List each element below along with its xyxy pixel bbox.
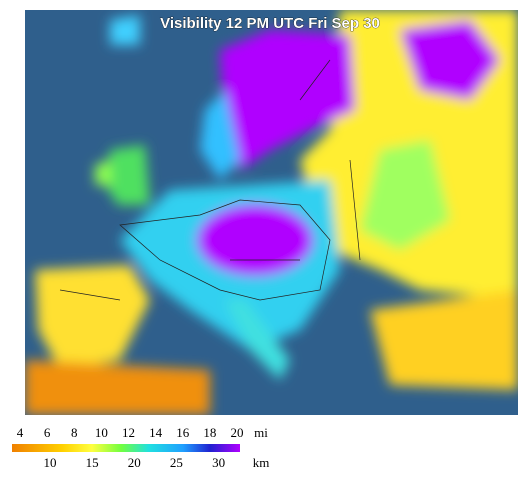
mi-unit: mi [254,425,268,440]
km-tick-label: 30 [212,455,225,470]
north-africa [25,360,210,415]
mi-tick-label: 16 [176,425,190,440]
km-unit: km [253,455,270,470]
mi-tick-label: 4 [17,425,24,440]
borders [59,59,361,301]
map [25,10,518,415]
iceland [110,15,140,45]
mi-tick-label: 12 [122,425,135,440]
mi-tick-label: 18 [203,425,216,440]
turkey [370,290,518,390]
km-tick-label: 25 [170,455,183,470]
km-tick-label: 10 [44,455,57,470]
norway-coast [200,90,240,180]
mi-tick-label: 8 [71,425,78,440]
east-green [360,140,450,250]
ireland [95,160,112,185]
map-title: Visibility 12 PM UTC Fri Sep 30 [160,15,380,32]
land-field [25,10,518,415]
mi-tick-label: 14 [149,425,163,440]
color-scale [12,444,240,452]
km-tick-label: 20 [128,455,141,470]
russia-haze [400,20,500,100]
mi-tick-label: 6 [44,425,51,440]
italy [225,300,290,380]
mi-tick-label: 10 [95,425,108,440]
central-haze [197,204,313,276]
km-tick-label: 15 [86,455,99,470]
mi-tick-label: 20 [231,425,244,440]
legend: 4 6 8 10 12 14 16 18 20 mi 10 15 20 25 30 km [12,425,269,470]
britain [105,145,150,205]
scandinavia [220,30,355,170]
iberia [35,265,150,370]
